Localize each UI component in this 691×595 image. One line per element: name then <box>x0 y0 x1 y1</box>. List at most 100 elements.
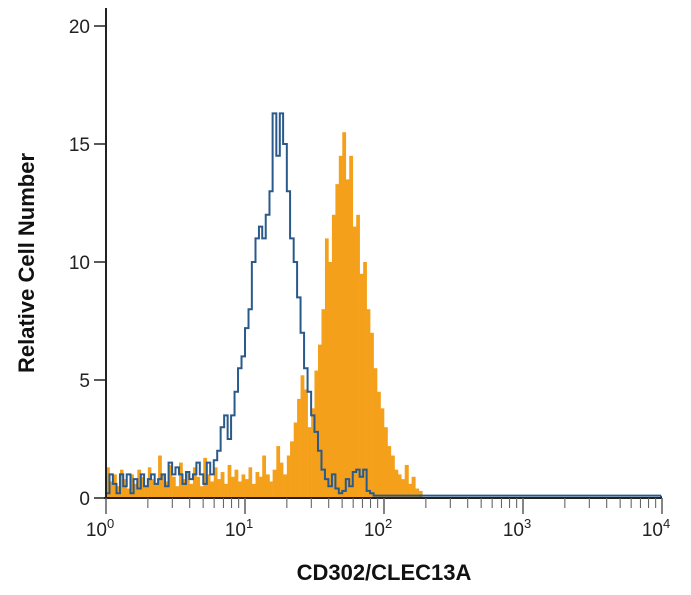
histogram-bar <box>123 479 128 498</box>
x-tick-label: 101 <box>225 516 253 541</box>
histogram-bar <box>404 464 409 498</box>
histogram-bar <box>258 476 263 498</box>
histogram-bar <box>185 472 190 498</box>
histogram-bar <box>199 486 204 498</box>
histogram-bar <box>133 483 138 498</box>
histogram-bar <box>387 446 392 498</box>
histogram-bar <box>210 481 215 498</box>
histogram-bar <box>373 368 378 498</box>
histogram-bar <box>192 467 197 498</box>
histogram-bar <box>119 469 124 498</box>
histogram-bar <box>140 476 145 498</box>
y-tick-label: 5 <box>79 371 90 392</box>
histogram-bar <box>234 469 239 498</box>
histogram-bar <box>182 479 187 498</box>
histogram-bar <box>245 479 249 498</box>
histogram-bar <box>286 455 291 498</box>
histogram-bar <box>390 455 395 498</box>
histogram-bar <box>227 464 232 498</box>
histogram-bar <box>300 375 305 498</box>
histogram-bar <box>307 427 312 498</box>
histogram-bar <box>272 469 277 498</box>
histogram-bar <box>359 273 364 498</box>
histogram-bar <box>342 132 347 498</box>
x-tick-label: 104 <box>642 516 670 541</box>
histogram-bar <box>265 474 270 498</box>
histogram-bar <box>238 481 242 498</box>
histogram-bar <box>126 488 131 498</box>
histogram-bar <box>262 455 267 498</box>
histogram-bar <box>297 398 301 498</box>
histogram-bar <box>311 408 315 498</box>
histogram-bar <box>328 262 333 498</box>
y-tick-label: 0 <box>79 489 90 510</box>
histogram-bar <box>338 155 343 499</box>
histogram-bar <box>370 332 374 498</box>
x-axis-title: CD302/CLEC13A <box>297 560 472 585</box>
histogram-outline <box>106 112 423 497</box>
histogram-bar <box>224 483 228 498</box>
histogram-bar <box>147 467 152 498</box>
histogram-bar <box>106 467 110 498</box>
histogram-bar <box>411 476 416 498</box>
histogram-bar <box>408 483 412 498</box>
histogram-bar <box>165 481 169 498</box>
histogram-bar <box>144 486 149 498</box>
x-tick-label: 102 <box>364 516 392 541</box>
histogram-bar <box>161 474 166 498</box>
histogram-bar <box>158 455 162 498</box>
histogram-bar <box>109 481 114 498</box>
histogram-bar <box>293 422 298 498</box>
histogram-bar <box>116 486 121 498</box>
histogram-bar <box>251 483 256 498</box>
histogram-bar <box>321 309 326 498</box>
histogram-bar <box>130 474 134 498</box>
histogram-bar <box>172 476 176 498</box>
histogram-bar <box>112 474 117 498</box>
histogram-bar <box>401 479 406 498</box>
histogram-bar <box>366 309 371 498</box>
series-layer <box>106 112 662 499</box>
histogram-bar <box>151 479 155 498</box>
histogram-bar <box>324 238 329 498</box>
histogram-bar <box>217 479 221 498</box>
histogram-bar <box>196 476 201 498</box>
histogram-bar <box>380 408 385 498</box>
histogram-bar <box>175 486 180 498</box>
histogram-bar <box>352 226 357 498</box>
x-ticks: 100 101 102 103 104 <box>86 498 670 541</box>
histogram-bar <box>189 483 194 498</box>
histogram-bar <box>231 476 235 498</box>
histogram-bar <box>314 370 319 498</box>
histogram-bar <box>335 184 340 498</box>
y-axis-title: Relative Cell Number <box>14 153 39 374</box>
histogram-bar <box>384 427 388 498</box>
histogram-bar <box>269 481 273 498</box>
histogram-bar <box>304 389 308 498</box>
histogram-bar <box>394 469 399 498</box>
histogram-bar <box>137 469 142 498</box>
y-tick-label: 15 <box>69 135 90 156</box>
histogram-bar <box>377 391 381 498</box>
histogram-bar <box>363 262 367 498</box>
x-tick-label: 103 <box>503 516 531 541</box>
histogram-bar <box>317 344 322 498</box>
histogram-bar <box>331 214 336 499</box>
histogram-bar <box>206 474 211 498</box>
histogram-bar <box>220 472 225 498</box>
histogram-bar <box>154 483 159 498</box>
histogram-bar <box>283 474 288 498</box>
histogram-bar <box>213 467 218 498</box>
histogram-bar <box>345 179 350 498</box>
histogram-bar <box>276 446 281 498</box>
x-tick-label: 100 <box>86 516 114 541</box>
y-ticks: 0 5 10 15 20 <box>69 17 106 510</box>
histogram-bar <box>255 472 260 498</box>
y-tick-label: 20 <box>69 17 90 38</box>
histogram-bar <box>356 214 360 499</box>
histogram-bar <box>168 464 173 498</box>
histogram-bar <box>248 467 253 498</box>
histogram-bar <box>178 462 183 498</box>
histogram-bar <box>241 474 246 498</box>
